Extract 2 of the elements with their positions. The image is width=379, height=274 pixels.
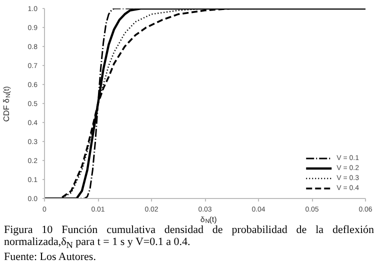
source-note: Fuente: Los Autores. [4, 251, 96, 264]
text: Figura 10 Función cumulativa densidad de probabilidad de la deflexión normalizada,δ$_{N}$ para t = 1 s y V=0.1 a 0.4. [4, 224, 374, 252]
